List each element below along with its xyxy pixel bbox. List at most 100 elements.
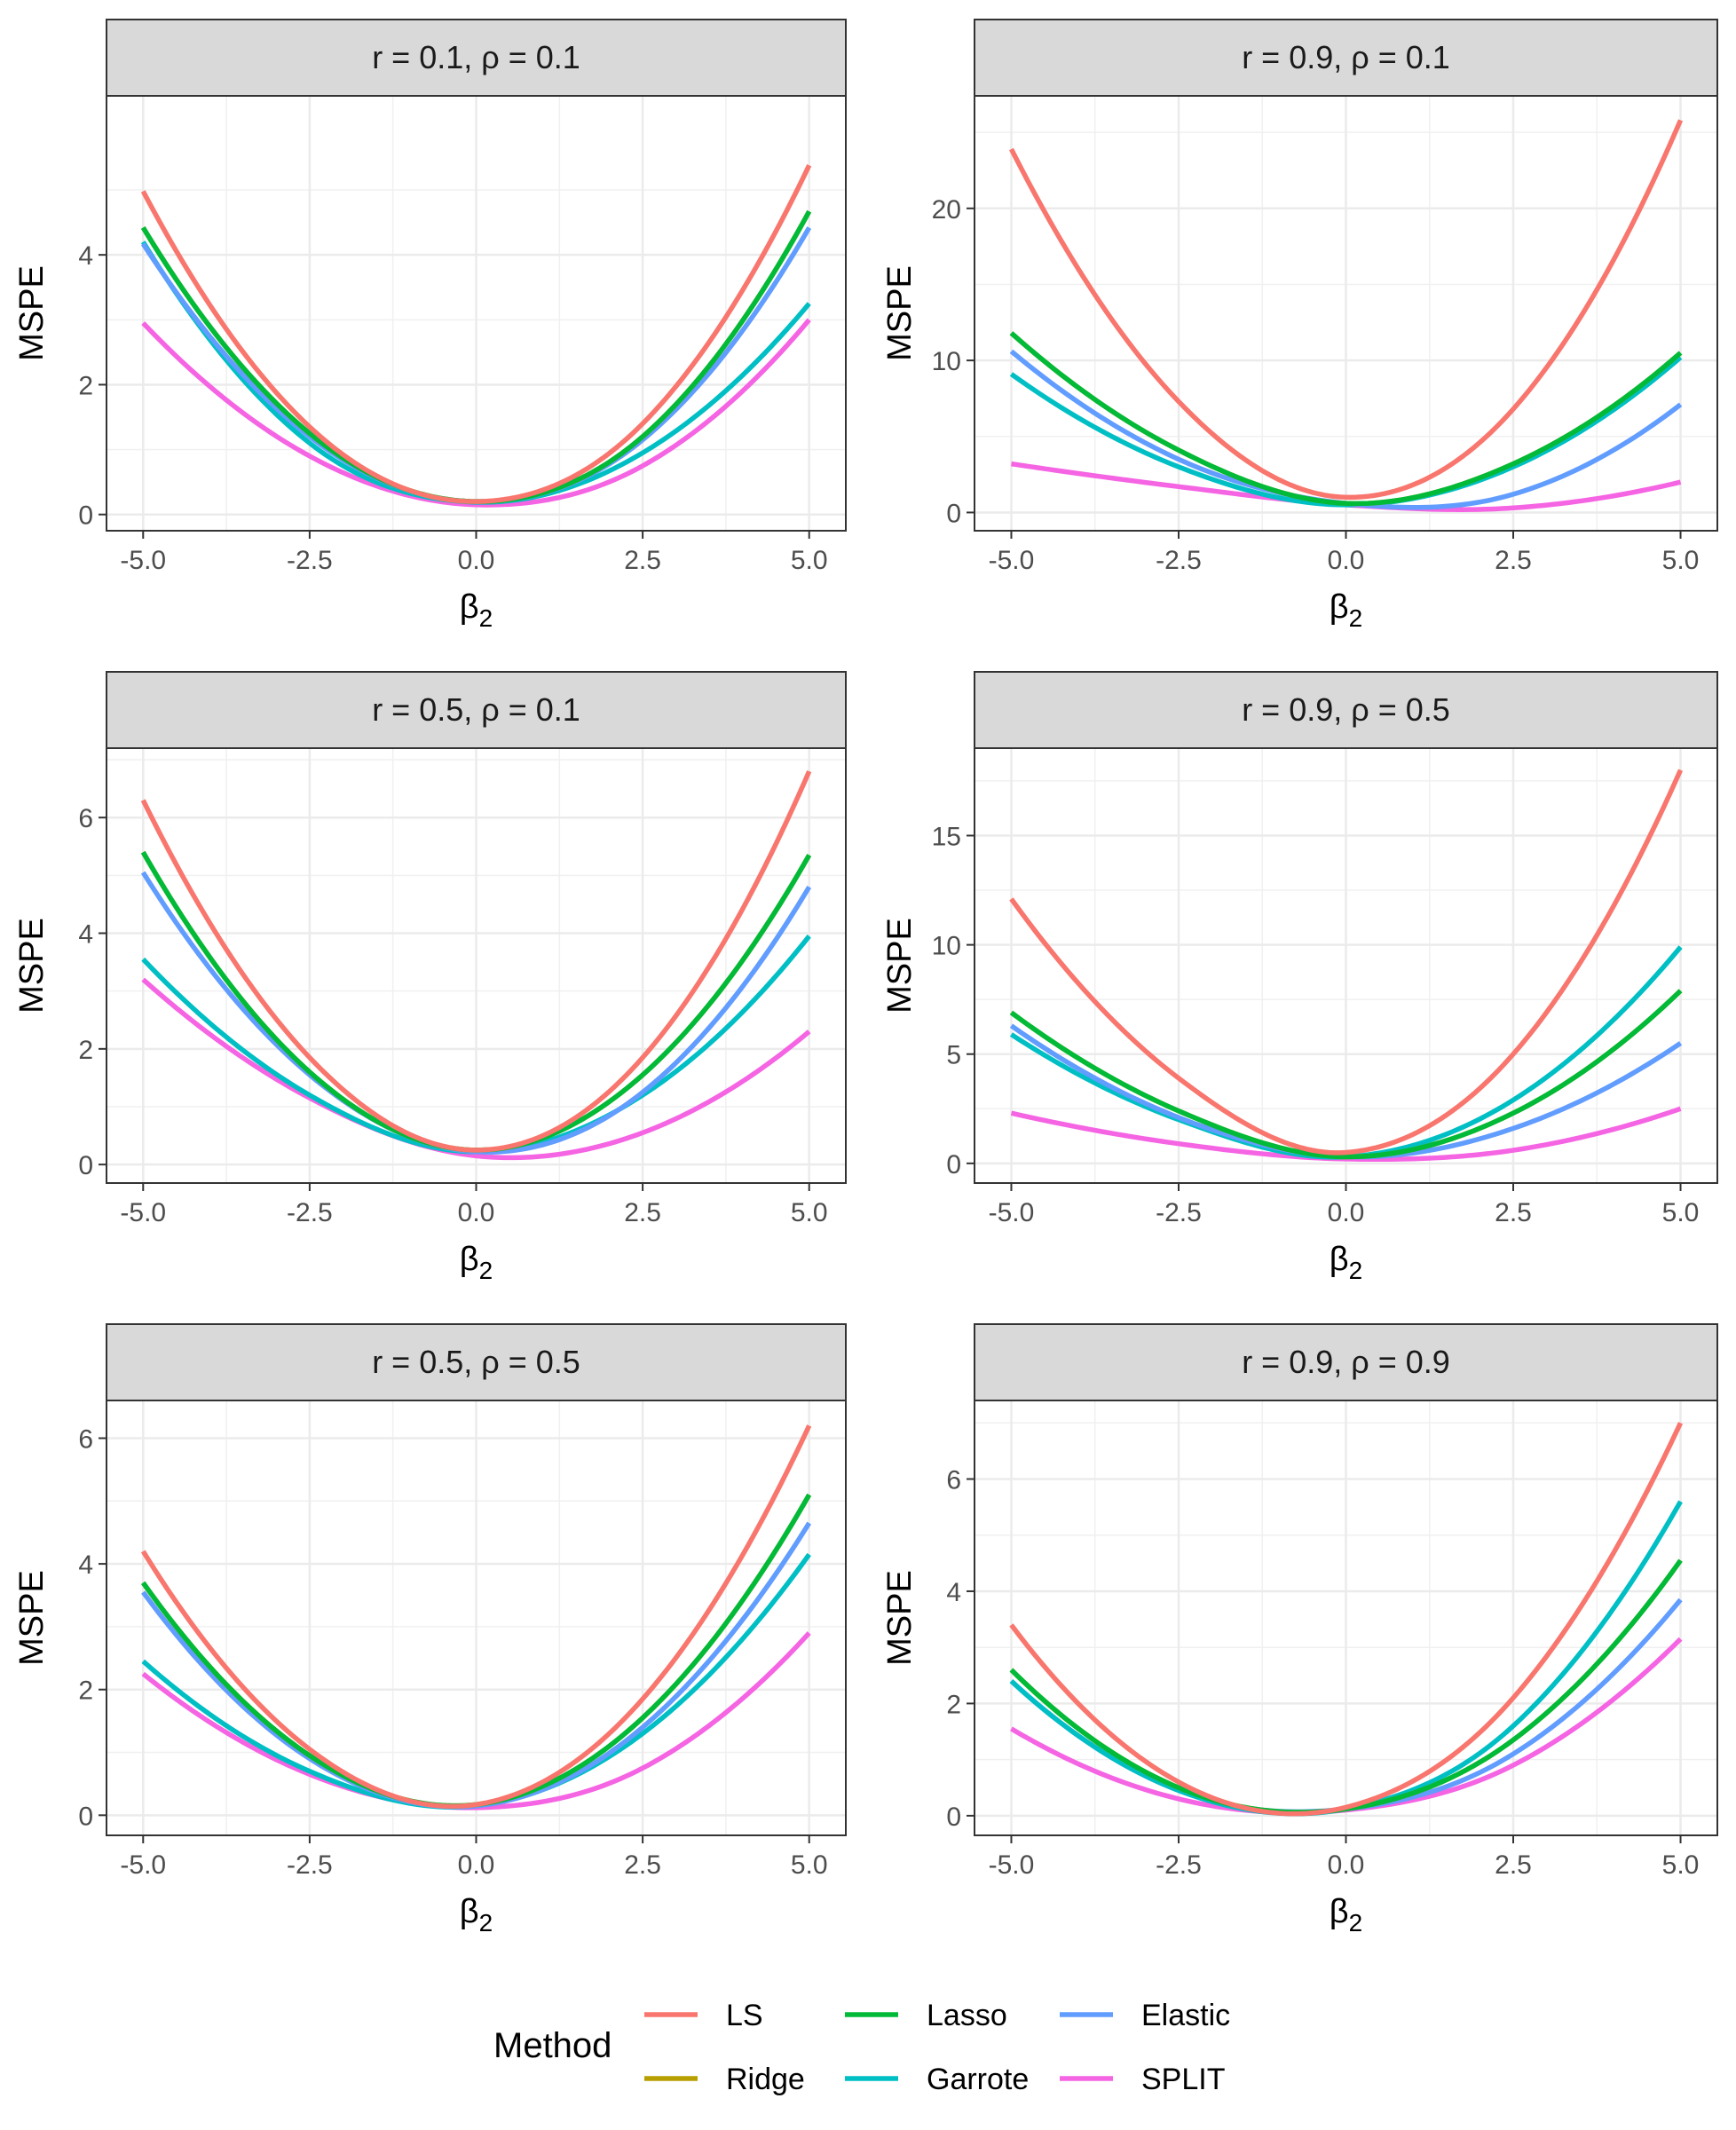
y-tick-label: 0 xyxy=(78,1151,93,1180)
facet-strip-label: r = 0.9, ρ = 0.5 xyxy=(1242,691,1450,728)
y-tick-label: 4 xyxy=(946,1578,961,1607)
legend-item-ridge: Ridge xyxy=(644,2063,805,2096)
series-line-lasso xyxy=(1009,331,1683,507)
x-tick-label: 0.0 xyxy=(1328,1198,1365,1227)
series-line-ls xyxy=(1009,769,1684,1156)
x-tick-label: -2.5 xyxy=(1156,1850,1202,1880)
facet-strip xyxy=(106,19,847,97)
y-axis-title: MSPE xyxy=(13,265,51,361)
y-axis-title: MSPE xyxy=(881,1570,919,1666)
x-tick-label: 2.5 xyxy=(624,1198,661,1227)
facet-strip-label: r = 0.1, ρ = 0.1 xyxy=(372,39,580,75)
y-tick-label: 2 xyxy=(78,371,93,400)
y-tick-label: 2 xyxy=(946,1690,961,1719)
panel-p1: r = 0.1, ρ = 0.1 -5.0 -2.5 0.0 2.5 5.0 0 2 4 β2 MS… xyxy=(13,19,847,632)
x-tick-label: 5.0 xyxy=(791,1198,828,1227)
y-tick-label: 15 xyxy=(932,822,961,851)
x-tick-label: 5.0 xyxy=(791,1850,828,1880)
y-tick-label: 10 xyxy=(932,932,961,961)
x-axis-title: β2 xyxy=(460,588,493,632)
x-tick-label: 0.0 xyxy=(458,1198,495,1227)
x-tick-label: 5.0 xyxy=(1662,1198,1700,1227)
panel-p2: r = 0.9, ρ = 0.1 -5.0 -2.5 0.0 2.5 5.0 0 10 20 β2… xyxy=(881,19,1718,632)
y-tick-label: 5 xyxy=(946,1041,961,1070)
facet-strip xyxy=(106,671,847,749)
x-tick-label: 5.0 xyxy=(791,546,828,575)
x-tick-label: 0.0 xyxy=(1328,1850,1365,1880)
x-tick-label: -2.5 xyxy=(1156,1198,1202,1227)
x-tick-label: -5.0 xyxy=(989,1198,1035,1227)
x-tick-label: -5.0 xyxy=(989,546,1035,575)
x-axis-title: β2 xyxy=(1330,1241,1362,1284)
legend-item-garrote: Garrote xyxy=(845,2063,1029,2096)
x-tick-label: 2.5 xyxy=(624,546,661,575)
y-tick-label: 20 xyxy=(932,195,961,225)
x-tick-label: -2.5 xyxy=(287,1850,333,1880)
panel-p6: r = 0.9, ρ = 0.9 -5.0 -2.5 0.0 2.5 5.0 0 2 4 6 β2 M… xyxy=(881,1323,1718,1937)
legend-item-ls: LS xyxy=(644,1999,763,2032)
x-tick-label: 2.5 xyxy=(1495,1850,1532,1880)
y-tick-label: 0 xyxy=(78,1802,93,1831)
x-tick-label: -5.0 xyxy=(120,1850,166,1880)
x-tick-label: 2.5 xyxy=(1495,546,1532,575)
legend: Method LS Ridge Lasso Garrote Elastic SPLIT xyxy=(493,1999,1230,2096)
panel-p4: r = 0.9, ρ = 0.5 -5.0 -2.5 0.0 2.5 5.0 0 5 10 15 β… xyxy=(881,671,1718,1284)
facet-strip-label: r = 0.5, ρ = 0.1 xyxy=(372,691,580,728)
x-tick-label: -5.0 xyxy=(120,546,166,575)
facet-strip-label: r = 0.9, ρ = 0.1 xyxy=(1242,39,1450,75)
x-tick-label: -5.0 xyxy=(120,1198,166,1227)
legend-item-lasso: Lasso xyxy=(845,1999,1007,2032)
x-tick-label: 2.5 xyxy=(1495,1198,1532,1227)
series-line-ls xyxy=(140,1424,812,1810)
legend-label: SPLIT xyxy=(1141,2063,1225,2096)
x-axis-title: β2 xyxy=(460,1893,493,1937)
x-axis-title: β2 xyxy=(460,1241,493,1284)
y-tick-label: 0 xyxy=(946,1150,961,1179)
y-tick-label: 0 xyxy=(78,501,93,531)
x-axis-title: β2 xyxy=(1330,588,1362,632)
facet-strip-label: r = 0.5, ρ = 0.5 xyxy=(372,1344,580,1380)
legend-item-split: SPLIT xyxy=(1060,2063,1225,2096)
legend-label: Ridge xyxy=(726,2063,805,2096)
y-axis-title: MSPE xyxy=(13,1570,51,1666)
legend-label: Garrote xyxy=(927,2063,1029,2096)
y-tick-label: 4 xyxy=(78,920,93,950)
x-tick-label: -2.5 xyxy=(287,1198,333,1227)
facet-strip-label: r = 0.9, ρ = 0.9 xyxy=(1242,1344,1450,1380)
y-tick-label: 2 xyxy=(78,1676,93,1706)
series-line-ls xyxy=(1009,119,1684,501)
series-line-lasso xyxy=(1009,989,1683,1160)
x-tick-label: -2.5 xyxy=(287,546,333,575)
y-tick-label: 6 xyxy=(78,804,93,833)
legend-item-elastic: Elastic xyxy=(1060,1999,1230,2032)
x-tick-label: 5.0 xyxy=(1662,546,1700,575)
y-tick-label: 10 xyxy=(932,347,961,376)
x-tick-label: 5.0 xyxy=(1662,1850,1700,1880)
facet-strip xyxy=(974,1323,1718,1401)
y-axis-title: MSPE xyxy=(13,918,51,1014)
series-line-ls xyxy=(140,164,812,504)
y-tick-label: 2 xyxy=(78,1036,93,1065)
x-tick-label: 0.0 xyxy=(458,1850,495,1880)
x-tick-label: -5.0 xyxy=(989,1850,1035,1880)
legend-label: Elastic xyxy=(1141,1999,1230,2032)
series-line-split xyxy=(141,977,811,1161)
y-tick-label: 6 xyxy=(78,1424,93,1454)
series-line-ls xyxy=(140,769,812,1153)
legend-label: LS xyxy=(726,1999,763,2032)
series-line-ls xyxy=(1009,1422,1684,1817)
facet-strip xyxy=(974,19,1718,97)
panel-p3: r = 0.5, ρ = 0.1 -5.0 -2.5 0.0 2.5 5.0 0 2 4 6 β2 M… xyxy=(13,671,847,1284)
y-tick-label: 4 xyxy=(78,241,93,271)
y-tick-label: 0 xyxy=(946,499,961,528)
y-tick-label: 6 xyxy=(946,1466,961,1495)
legend-title: Method xyxy=(493,2026,612,2065)
x-axis-title: β2 xyxy=(1330,1893,1362,1937)
panel-p5: r = 0.5, ρ = 0.5 -5.0 -2.5 0.0 2.5 5.0 0 2 4 6 β2 M… xyxy=(13,1323,847,1937)
y-tick-label: 0 xyxy=(946,1803,961,1832)
legend-label: Lasso xyxy=(927,1999,1007,2032)
x-tick-label: 0.0 xyxy=(1328,546,1365,575)
y-axis-title: MSPE xyxy=(881,918,919,1014)
x-tick-label: -2.5 xyxy=(1156,546,1202,575)
